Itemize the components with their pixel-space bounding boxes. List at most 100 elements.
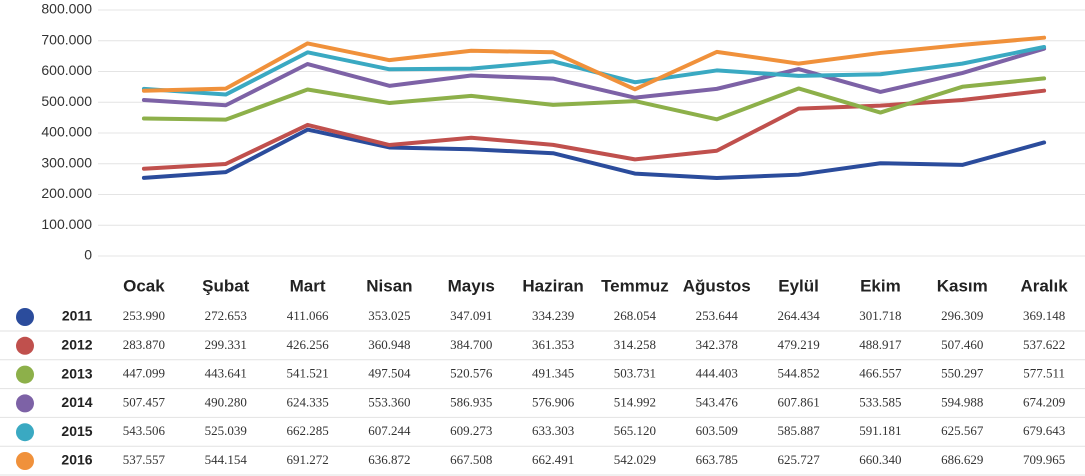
table-value: 272.653 [205, 308, 247, 323]
table-value: 541.521 [286, 366, 328, 381]
table-value: 525.039 [205, 423, 247, 438]
table-value: 607.244 [368, 423, 411, 438]
legend-label: 2015 [61, 423, 92, 439]
legend-label: 2012 [61, 337, 92, 353]
series-line [141, 35, 1047, 93]
table-value: 507.460 [941, 337, 983, 352]
category-header: Mart [290, 276, 326, 295]
table-value: 369.148 [1023, 308, 1065, 323]
table-value: 533.585 [859, 394, 901, 409]
table-value: 490.280 [205, 394, 247, 409]
table-value: 384.700 [450, 337, 492, 352]
table-value: 633.303 [532, 423, 574, 438]
table-value: 447.099 [123, 366, 165, 381]
table-value: 253.990 [123, 308, 165, 323]
table-value: 543.476 [696, 394, 739, 409]
table-value: 544.852 [777, 366, 819, 381]
table-value: 296.309 [941, 308, 983, 323]
category-header: Kasım [937, 276, 988, 295]
legend-dot [16, 365, 34, 384]
table-value: 507.457 [123, 394, 166, 409]
category-header: Nisan [366, 276, 412, 295]
table-value: 662.491 [532, 452, 574, 467]
table-value: 607.861 [777, 394, 819, 409]
y-tick-label: 500.000 [41, 93, 92, 109]
table-value: 625.727 [777, 452, 820, 467]
table-value: 520.576 [450, 366, 493, 381]
legend-dot [16, 423, 34, 442]
series-line [141, 46, 1047, 108]
table-value: 314.258 [614, 337, 656, 352]
legend-label: 2011 [62, 308, 93, 324]
table-value: 636.872 [368, 452, 410, 467]
table-value: 353.025 [368, 308, 410, 323]
table-value: 594.988 [941, 394, 983, 409]
y-tick-label: 100.000 [41, 216, 92, 232]
legend-dot [16, 452, 34, 470]
table-value: 576.906 [532, 394, 575, 409]
table-value: 411.066 [287, 308, 329, 323]
table-value: 663.785 [696, 452, 738, 467]
table-value: 674.209 [1023, 394, 1065, 409]
table-value: 253.644 [696, 308, 739, 323]
y-tick-label: 300.000 [41, 154, 92, 170]
table-value: 347.091 [450, 308, 492, 323]
table-value: 586.935 [450, 394, 492, 409]
category-header: Temmuz [601, 276, 669, 295]
table-value: 679.643 [1023, 423, 1065, 438]
table-value: 444.403 [696, 366, 738, 381]
y-tick-label: 800.000 [41, 1, 92, 17]
table-value: 686.629 [941, 452, 983, 467]
series-line [141, 76, 1047, 122]
table-value: 662.285 [286, 423, 328, 438]
table-value: 553.360 [368, 394, 410, 409]
table-value: 542.029 [614, 452, 656, 467]
table-value: 660.340 [859, 452, 901, 467]
y-tick-label: 0 [84, 247, 92, 263]
category-header: Ekim [860, 276, 901, 295]
table-value: 577.511 [1023, 366, 1065, 381]
table-value: 585.887 [777, 423, 820, 438]
legend-label: 2014 [61, 394, 92, 410]
y-tick-label: 400.000 [41, 124, 92, 140]
y-tick-label: 200.000 [41, 185, 92, 201]
table-value: 466.557 [859, 366, 902, 381]
category-header: Eylül [778, 276, 819, 295]
table-value: 625.567 [941, 423, 984, 438]
table-value: 283.870 [123, 337, 165, 352]
table-value: 299.331 [205, 337, 247, 352]
table-value: 624.335 [286, 394, 328, 409]
table-value: 426.256 [286, 337, 329, 352]
legend-dot [16, 336, 34, 355]
table-value: 264.434 [777, 308, 820, 323]
table-value: 667.508 [450, 452, 492, 467]
table-value: 514.992 [614, 394, 656, 409]
table-value: 497.504 [368, 366, 411, 381]
table-value: 361.353 [532, 337, 574, 352]
legend-label: 2013 [61, 365, 92, 381]
table-value: 691.272 [286, 452, 328, 467]
table-value: 488.917 [859, 337, 902, 352]
legend-label: 2016 [61, 452, 92, 468]
y-tick-label: 600.000 [41, 62, 92, 78]
legend-dot [16, 308, 34, 326]
table-value: 603.509 [696, 423, 738, 438]
y-tick-label: 700.000 [41, 31, 92, 47]
table-value: 709.965 [1023, 452, 1065, 467]
legend-dot [16, 394, 34, 413]
table-value: 543.506 [123, 423, 166, 438]
table-value: 268.054 [614, 308, 657, 323]
category-header: Haziran [522, 276, 583, 295]
category-header: Aralık [1020, 276, 1068, 295]
table-value: 537.557 [123, 452, 166, 467]
table-value: 550.297 [941, 366, 984, 381]
table-value: 503.731 [614, 366, 656, 381]
table-value: 342.378 [696, 337, 738, 352]
category-header: Mayıs [448, 276, 495, 295]
category-header: Ocak [123, 276, 165, 295]
table-value: 565.120 [614, 423, 656, 438]
table-value: 609.273 [450, 423, 492, 438]
table-value: 479.219 [777, 337, 819, 352]
table-value: 591.181 [859, 423, 901, 438]
